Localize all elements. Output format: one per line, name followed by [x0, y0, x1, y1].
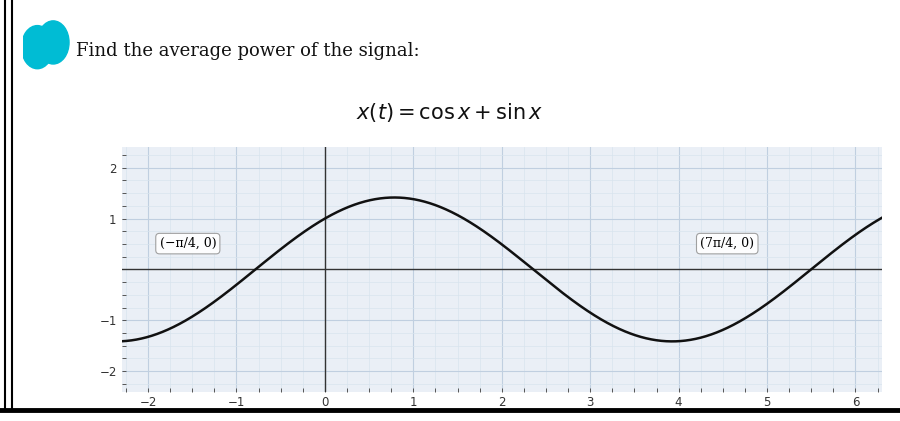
Text: (−π/4, 0): (−π/4, 0) [159, 237, 216, 250]
Circle shape [37, 21, 69, 64]
Text: $x(t) = \cos x + \sin x$: $x(t) = \cos x + \sin x$ [356, 101, 544, 124]
Text: Find the average power of the signal:: Find the average power of the signal: [76, 42, 420, 60]
Text: (7π/4, 0): (7π/4, 0) [700, 237, 754, 250]
Circle shape [22, 26, 53, 69]
